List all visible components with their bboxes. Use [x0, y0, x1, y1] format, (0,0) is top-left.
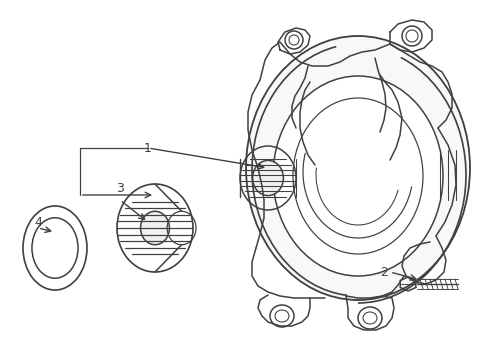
Ellipse shape [285, 31, 303, 49]
Text: 1: 1 [144, 141, 152, 154]
Ellipse shape [270, 305, 294, 327]
Ellipse shape [253, 161, 283, 195]
Ellipse shape [402, 26, 422, 46]
Text: 2: 2 [380, 266, 388, 279]
Text: 4: 4 [34, 216, 42, 229]
Ellipse shape [141, 211, 170, 245]
Ellipse shape [358, 307, 382, 329]
Ellipse shape [246, 36, 470, 300]
Ellipse shape [273, 76, 443, 276]
Text: 3: 3 [116, 181, 124, 194]
